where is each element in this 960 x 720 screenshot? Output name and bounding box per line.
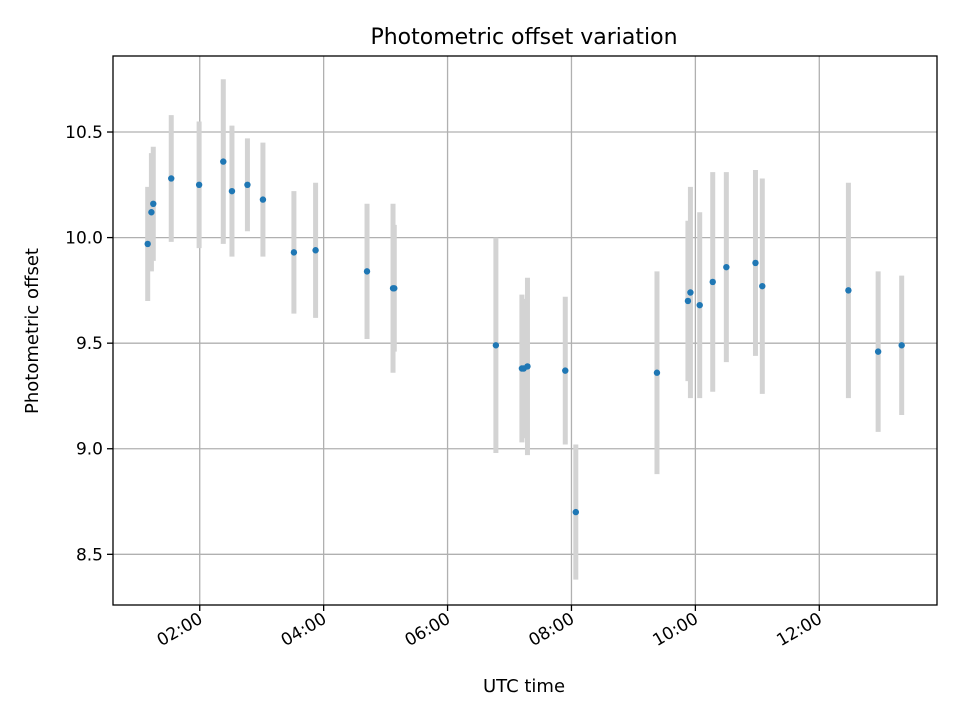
data-point [898,342,905,349]
data-point [195,181,203,189]
y-axis-label: Photometric offset [22,248,43,414]
data-point [363,268,371,275]
data-point [562,367,569,374]
data-point [391,285,398,292]
y-tick-label: 9.0 [76,440,103,460]
plot-frame [112,55,938,606]
data-point [653,369,661,376]
data-point [492,342,500,349]
data-point [709,278,716,286]
data-point [684,297,692,305]
data-point [752,259,759,267]
data-points [144,158,905,516]
data-point [723,263,730,271]
y-tick-label: 10.0 [65,229,103,249]
data-point [244,181,251,189]
data-point [759,282,766,290]
grid [113,56,937,605]
data-point [290,249,298,256]
y-tick-label: 9.5 [76,334,103,354]
y-tick-label: 8.5 [76,545,103,565]
data-point [845,287,852,294]
data-point [144,240,151,248]
data-point [168,175,175,182]
data-point [696,301,703,309]
chart-title: Photometric offset variation [370,25,677,50]
data-point [150,200,157,208]
data-point [524,363,531,370]
data-point [572,508,580,516]
y-tick-label: 10.5 [65,123,103,143]
x-axis-label: UTC time [483,676,565,697]
data-point [228,187,236,195]
data-point [312,247,319,254]
data-point [687,289,694,296]
data-point [259,196,267,203]
data-point [148,209,155,216]
data-point [220,158,227,165]
data-point [874,348,882,355]
